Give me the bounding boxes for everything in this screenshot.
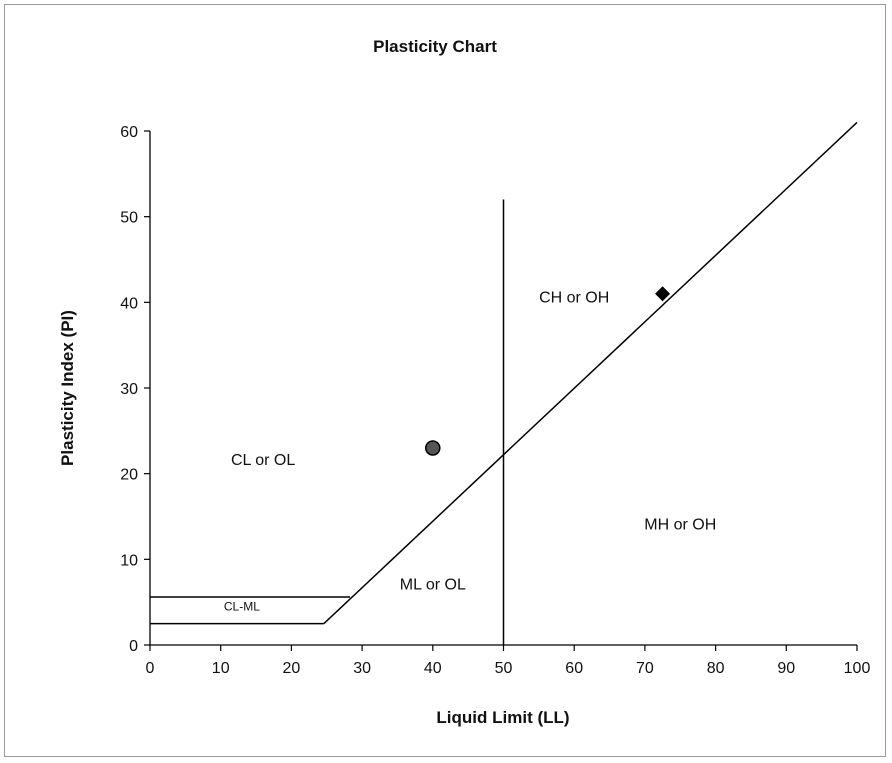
x-tick-label: 60 — [565, 660, 583, 677]
x-tick-label: 90 — [777, 660, 795, 677]
x-tick-label: 40 — [424, 660, 442, 677]
x-tick-label: 20 — [283, 660, 301, 677]
region-label: MH or OH — [644, 516, 716, 533]
x-tick-label: 100 — [844, 660, 871, 677]
x-tick-label: 70 — [636, 660, 654, 677]
a-line-line — [323, 121, 858, 625]
region-label: ML or OL — [400, 576, 466, 593]
region-label: CL-ML — [224, 600, 260, 614]
x-tick-label: 50 — [495, 660, 513, 677]
axes: 0 10 20 30 40 50 60 70 80 90 100 0 10 20 30 40 50 60 — [120, 124, 870, 677]
x-tick-label: 10 — [212, 660, 230, 677]
y-tick-label: 10 — [120, 552, 138, 569]
chart-frame — [4, 4, 886, 757]
x-axis-title: Liquid Limit (LL) — [436, 708, 569, 727]
y-tick-label: 50 — [120, 210, 138, 227]
x-tick-label: 30 — [353, 660, 371, 677]
region-labels: CL or OL CH or OH ML or OL MH or OH CL-ML — [224, 289, 716, 613]
x-tick-label: 0 — [146, 660, 155, 677]
y-tick-label: 20 — [120, 467, 138, 484]
boundary-lines — [150, 121, 858, 645]
chart-title: Plasticity Chart — [373, 37, 497, 56]
region-label: CL or OL — [231, 452, 295, 469]
y-tick-label: 60 — [120, 124, 138, 141]
y-tick-label: 30 — [120, 381, 138, 398]
y-tick-label: 40 — [120, 295, 138, 312]
data-points — [425, 286, 671, 456]
region-label: CH or OH — [539, 289, 609, 306]
y-axis-title: Plasticity Index (PI) — [58, 310, 77, 466]
y-tick-label: 0 — [129, 638, 138, 655]
x-tick-label: 80 — [707, 660, 725, 677]
data-point-circle — [425, 440, 441, 456]
data-point-diamond — [655, 286, 671, 302]
